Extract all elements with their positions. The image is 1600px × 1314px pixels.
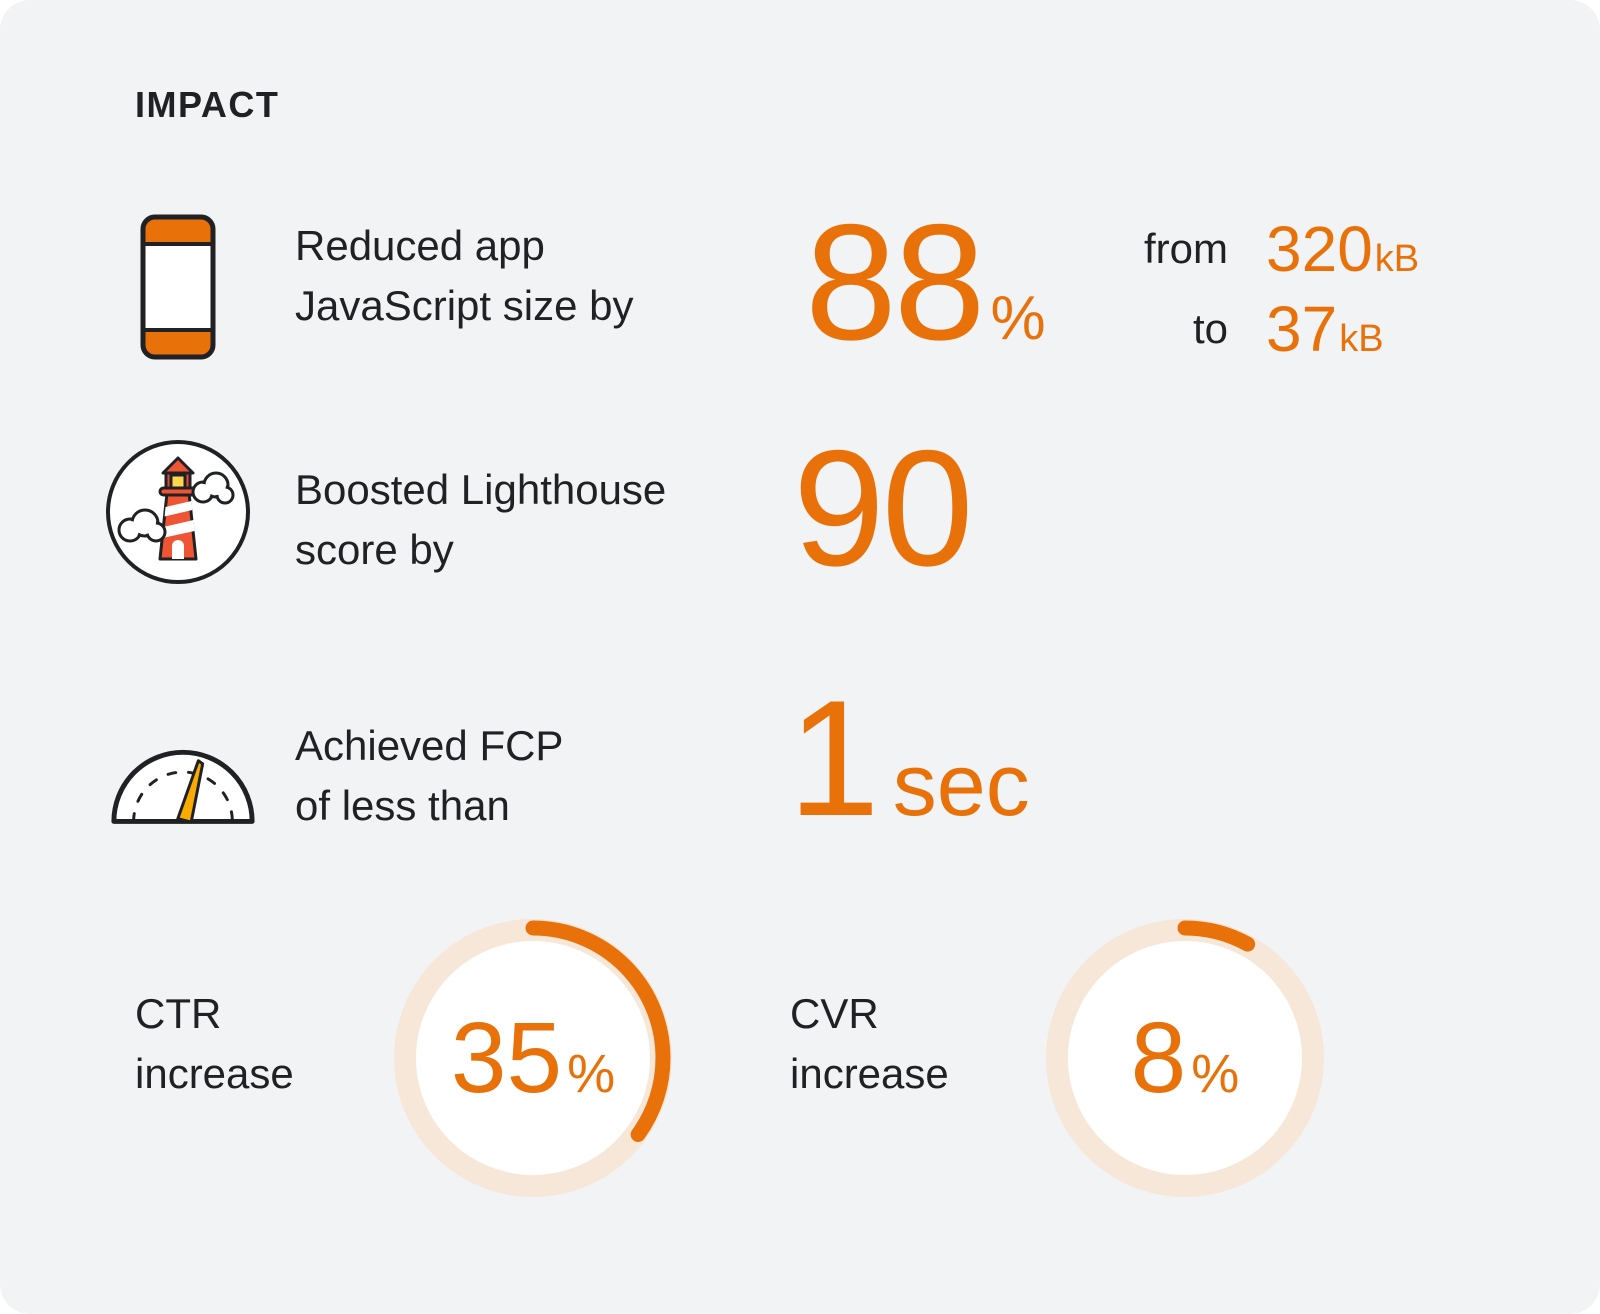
ctr-label-line: increase bbox=[135, 1050, 294, 1097]
cloud-left bbox=[117, 508, 167, 543]
cvr-label: CVR increase bbox=[790, 984, 949, 1104]
ctr-value: 35% bbox=[383, 908, 683, 1208]
size-change-detail: from 320 kB to 37 kB bbox=[1110, 214, 1419, 374]
stat-label-line: score by bbox=[295, 526, 454, 573]
ctr-unit: % bbox=[567, 1043, 616, 1104]
to-value: 37 kB bbox=[1266, 294, 1419, 374]
to-label: to bbox=[1192, 305, 1228, 352]
cloud-right bbox=[191, 471, 235, 505]
to-unit: kB bbox=[1339, 318, 1384, 360]
cvr-unit: % bbox=[1191, 1043, 1240, 1104]
stat-value-lighthouse: 90 bbox=[793, 416, 974, 600]
stat-label-lighthouse: Boosted Lighthouse score by bbox=[295, 460, 666, 580]
stat-number: 90 bbox=[793, 416, 974, 600]
cvr-number: 8 bbox=[1130, 1001, 1187, 1114]
stat-label-line: Boosted Lighthouse bbox=[295, 466, 667, 513]
stat-label-line: Reduced app bbox=[295, 222, 545, 269]
stat-label-line: of less than bbox=[295, 782, 510, 829]
cvr-label-line: increase bbox=[790, 1050, 949, 1097]
section-heading: IMPACT bbox=[135, 84, 280, 125]
from-label: from bbox=[1144, 225, 1228, 272]
stat-label-line: Achieved FCP bbox=[295, 722, 564, 769]
from-value: 320 kB bbox=[1266, 214, 1419, 294]
stat-number: 1 bbox=[788, 666, 880, 850]
stat-label-js-size: Reduced app JavaScript size by bbox=[295, 216, 633, 336]
lighthouse-icon bbox=[103, 437, 253, 587]
stat-unit: sec bbox=[892, 735, 1030, 834]
stat-label-line: JavaScript size by bbox=[295, 282, 634, 329]
gauge-icon bbox=[104, 722, 262, 828]
cvr-label-line: CVR bbox=[790, 990, 879, 1037]
stat-unit: % bbox=[990, 284, 1046, 353]
cvr-donut-chart: 8% bbox=[1035, 908, 1335, 1208]
stat-value-js-size: 88% bbox=[805, 200, 1046, 365]
cvr-value: 8% bbox=[1035, 908, 1335, 1208]
ctr-number: 35 bbox=[450, 1001, 563, 1114]
stat-value-fcp: 1 sec bbox=[788, 676, 1030, 841]
ctr-donut-chart: 35% bbox=[383, 908, 683, 1208]
stat-label-fcp: Achieved FCP of less than bbox=[295, 716, 563, 836]
from-number: 320 bbox=[1266, 213, 1373, 285]
ctr-label: CTR increase bbox=[135, 984, 294, 1104]
stat-number: 88 bbox=[805, 190, 986, 374]
ctr-label-line: CTR bbox=[135, 990, 222, 1037]
from-unit: kB bbox=[1374, 238, 1420, 280]
to-number: 37 bbox=[1266, 293, 1338, 365]
phone-icon bbox=[138, 212, 218, 362]
